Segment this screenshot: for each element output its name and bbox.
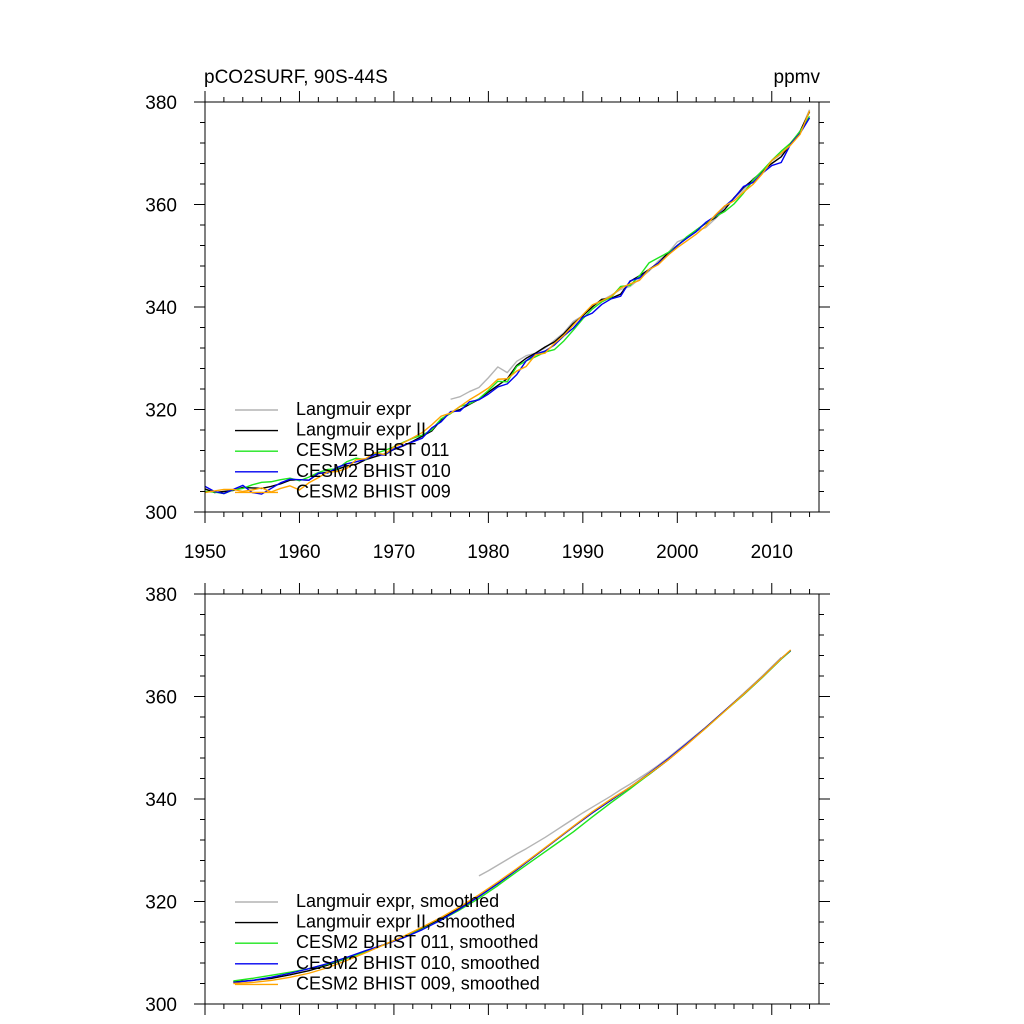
chart-title: pCO2SURF, 90S-44S: [204, 67, 388, 88]
legend-label: CESM2 BHIST 011: [296, 440, 449, 460]
y-tick-label: 340: [145, 790, 177, 811]
series-line-2-5: [233, 649, 792, 985]
legend-label: Langmuir expr, smoothed: [296, 891, 499, 911]
y-tick-label: 320: [145, 401, 177, 422]
y-tick-label: 340: [145, 298, 177, 319]
y-tick-label: 300: [145, 503, 177, 524]
legend-label: CESM2 BHIST 010: [296, 461, 451, 481]
legend-label: CESM2 BHIST 009: [296, 481, 451, 501]
y-tick-label: 360: [145, 196, 177, 217]
legend-label: Langmuir expr: [296, 399, 411, 419]
y-tick-label: 380: [145, 93, 177, 114]
legend-label: CESM2 BHIST 010, smoothed: [296, 953, 540, 973]
x-tick-label: 1970: [373, 542, 415, 563]
x-tick-label: 2000: [656, 542, 698, 563]
x-tick-label: 1950: [184, 542, 226, 563]
y-tick-label: 360: [145, 688, 177, 709]
series-line-1-1: [450, 109, 811, 400]
y-tick-label: 380: [145, 585, 177, 606]
y-tick-label: 320: [145, 893, 177, 914]
y-tick-label: 300: [145, 995, 177, 1016]
x-tick-label: 1980: [467, 542, 509, 563]
x-tick-label: 1990: [562, 542, 604, 563]
series-line-1-5: [204, 110, 811, 494]
legend-label: Langmuir expr II: [296, 420, 426, 440]
legend-label: CESM2 BHIST 011, smoothed: [296, 932, 538, 952]
units-label: ppmv: [774, 67, 821, 88]
chart-panel-2: 300 320 340 360 380 Langmuir expr, smoothedLa…: [145, 583, 830, 1016]
series-line-2-1: [478, 657, 782, 877]
x-tick-label: 2010: [751, 542, 793, 563]
legend-label: Langmuir expr II, smoothed: [296, 912, 515, 932]
series-line-1-4: [204, 117, 811, 495]
chart-panel-1: 300 320 340 360 380 1950 1960 1970 1980 1990 2000 2…: [145, 67, 830, 563]
x-tick-label: 1960: [278, 542, 320, 563]
legend-label: CESM2 BHIST 009, smoothed: [296, 973, 540, 993]
